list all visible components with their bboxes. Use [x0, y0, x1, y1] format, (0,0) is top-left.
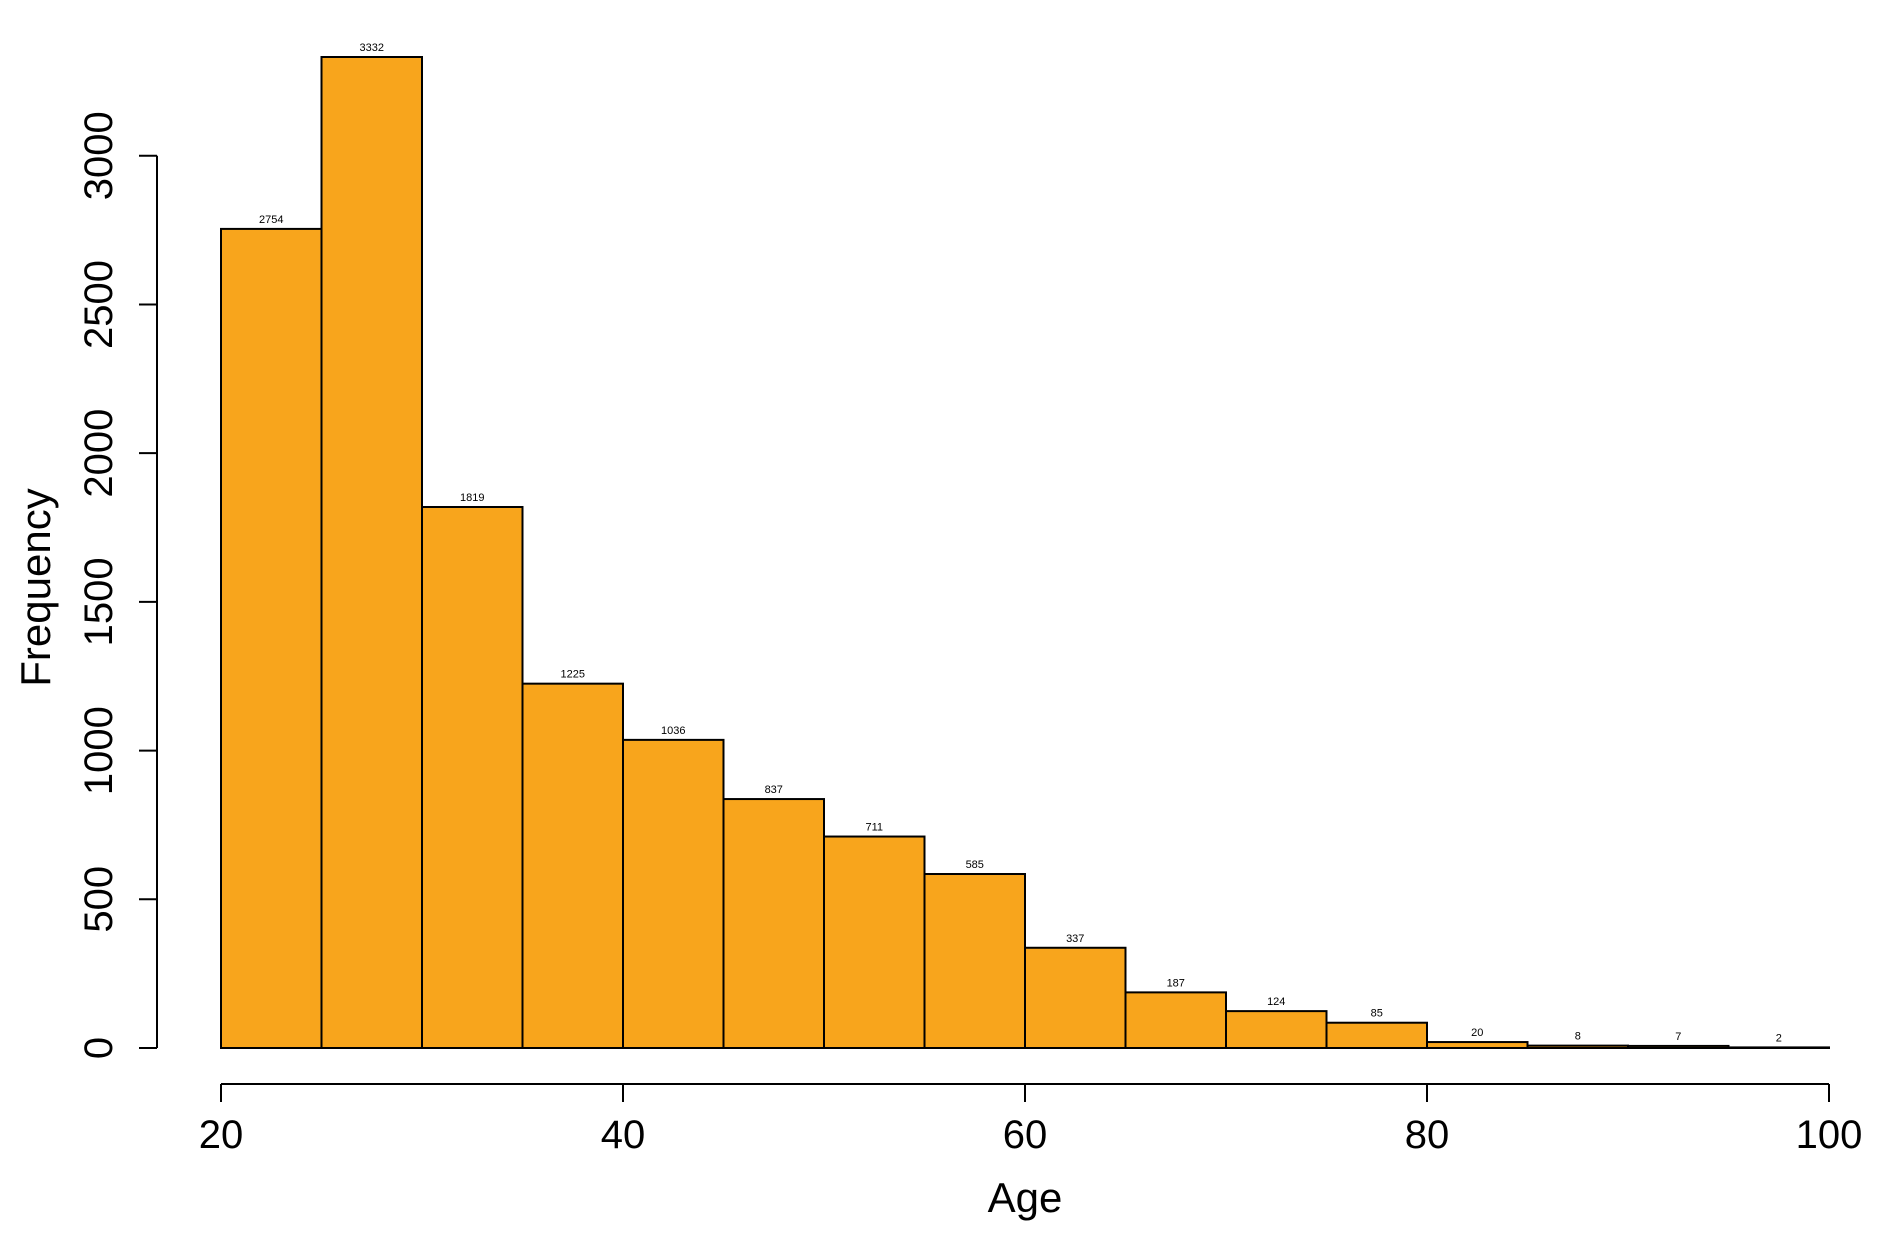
- data-label: 20: [1471, 1027, 1483, 1039]
- bar-95-100: [1727, 1046, 1830, 1049]
- bar-35-40: [521, 682, 624, 1049]
- bars-group: [220, 56, 1830, 1050]
- data-label: 7: [1675, 1031, 1681, 1043]
- data-label: 585: [966, 859, 984, 871]
- y-tick-label: 0: [77, 1037, 121, 1059]
- y-tick-label: 3000: [77, 111, 121, 200]
- data-label: 837: [765, 784, 783, 796]
- bar-60-65: [1024, 946, 1127, 1050]
- bar-20-25: [220, 227, 323, 1050]
- bar-75-80: [1325, 1021, 1428, 1049]
- data-label: 85: [1371, 1008, 1383, 1020]
- bar-30-35: [421, 505, 524, 1050]
- x-tick-label: 80: [1405, 1113, 1450, 1157]
- bar-90-95: [1627, 1044, 1730, 1050]
- bar-65-70: [1124, 991, 1227, 1049]
- data-label: 187: [1167, 977, 1185, 989]
- data-label: 3332: [360, 42, 384, 54]
- bar-80-85: [1426, 1041, 1529, 1050]
- y-tick-label: 2000: [77, 409, 121, 498]
- x-tick-label: 40: [601, 1113, 646, 1157]
- x-tick-label: 100: [1796, 1113, 1863, 1157]
- x-axis: 20 40 60 80 100: [199, 1083, 1863, 1157]
- y-axis: 0 500 1000 1500 2000 2500 3000: [77, 111, 158, 1059]
- bar-70-75: [1225, 1010, 1328, 1050]
- y-tick-label: 2500: [77, 260, 121, 349]
- data-label: 711: [865, 822, 883, 834]
- data-label: 1036: [661, 725, 685, 737]
- bar-40-45: [622, 738, 725, 1049]
- y-tick-label: 1000: [77, 706, 121, 795]
- bar-85-90: [1526, 1044, 1629, 1049]
- data-label: 8: [1575, 1031, 1581, 1043]
- y-tick-label: 500: [77, 866, 121, 933]
- bar-50-55: [823, 835, 926, 1049]
- data-label: 2754: [259, 214, 283, 226]
- bar-25-30: [320, 56, 423, 1049]
- x-tick-label: 20: [199, 1113, 244, 1157]
- data-labels-group: 2754 3332 1819 1225 1036 837 711 585 337 187 124 85…: [259, 42, 1782, 1044]
- x-tick-label: 60: [1003, 1113, 1048, 1157]
- data-label: 337: [1066, 933, 1084, 945]
- y-axis-title: Frequency: [12, 488, 59, 686]
- bar-55-60: [923, 873, 1026, 1049]
- data-label: 1225: [561, 669, 585, 681]
- data-label: 2: [1776, 1032, 1782, 1044]
- x-axis-title: Age: [988, 1174, 1063, 1221]
- data-label: 1819: [460, 492, 484, 504]
- data-label: 124: [1267, 996, 1285, 1008]
- bar-45-50: [722, 798, 825, 1049]
- y-tick-label: 1500: [77, 557, 121, 646]
